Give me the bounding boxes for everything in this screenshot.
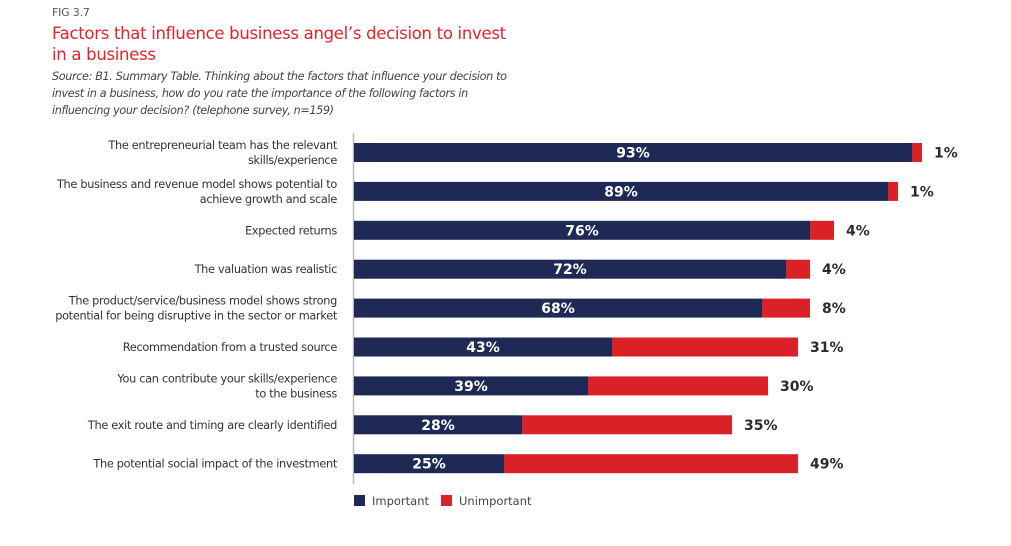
data-label-unimportant: 1%: [910, 184, 934, 200]
category-label: Recommendation from a trusted source: [123, 341, 338, 354]
chart-source-note: Source: B1. Summary Table. Thinking abou…: [52, 70, 507, 117]
data-label-unimportant: 8%: [822, 301, 846, 317]
bar-row: The exit route and timing are clearly id…: [87, 415, 778, 435]
category-label: The entrepreneurial team has the relevan…: [107, 139, 338, 167]
category-label: The exit route and timing are clearly id…: [87, 419, 337, 432]
category-label: You can contribute your skills/experienc…: [116, 372, 337, 400]
bar-important: [354, 181, 888, 201]
category-label-line: to the business: [255, 387, 337, 400]
category-label: The valuation was realistic: [194, 263, 338, 276]
data-label-unimportant: 30%: [780, 379, 814, 395]
data-label-important: 72%: [553, 262, 587, 278]
category-label-line: The business and revenue model shows pot…: [56, 178, 337, 191]
category-label: The product/service/business model shows…: [55, 295, 338, 323]
bar-row: You can contribute your skills/experienc…: [116, 372, 813, 400]
category-label-line: Expected returns: [245, 224, 337, 237]
bar-unimportant: [762, 298, 810, 318]
legend-swatch-unimportant: [441, 495, 452, 506]
bars-group: The entrepreneurial team has the relevan…: [55, 139, 958, 474]
bar-unimportant: [912, 143, 922, 162]
bar-unimportant: [786, 259, 810, 279]
legend-label-unimportant: Unimportant: [459, 494, 532, 508]
bar-row: The potential social impact of the inves…: [92, 454, 844, 474]
data-label-important: 89%: [604, 184, 638, 200]
bar-unimportant: [612, 337, 798, 357]
category-label-line: The valuation was realistic: [194, 263, 338, 276]
bar-important: [354, 454, 504, 474]
data-label-important: 28%: [421, 418, 455, 434]
category-label: The potential social impact of the inves…: [92, 458, 337, 471]
bar-important: [354, 298, 762, 318]
bar-important: [354, 259, 786, 279]
category-label: The business and revenue model shows pot…: [56, 178, 337, 206]
bar-unimportant: [504, 454, 798, 474]
bar-important: [354, 220, 810, 240]
category-label-line: The potential social impact of the inves…: [92, 458, 337, 471]
data-label-important: 93%: [616, 146, 650, 162]
legend-swatch-important: [354, 495, 365, 506]
chart-title: Factors that influence business angel’s …: [52, 24, 506, 64]
data-label-important: 39%: [454, 379, 488, 395]
category-label: Expected returns: [245, 224, 337, 237]
data-label-important: 68%: [541, 301, 575, 317]
data-label-important: 43%: [466, 340, 500, 356]
bar-row: The product/service/business model shows…: [55, 295, 846, 323]
bar-row: Recommendation from a trusted source 43% 3…: [123, 337, 844, 357]
data-label-unimportant: 1%: [934, 146, 958, 162]
figure-number: FIG 3.7: [52, 6, 90, 19]
bar-row: Expected returns 76% 4%: [245, 220, 870, 240]
bar-important: [354, 415, 522, 435]
data-label-important: 25%: [412, 457, 446, 473]
bar-important: [354, 337, 612, 357]
category-label-line: achieve growth and scale: [200, 193, 338, 206]
data-label-unimportant: 4%: [822, 262, 846, 278]
category-label-line: Recommendation from a trusted source: [123, 341, 338, 354]
bar-row: The entrepreneurial team has the relevan…: [107, 139, 957, 167]
category-label-line: The exit route and timing are clearly id…: [87, 419, 337, 432]
category-label-line: The product/service/business model shows…: [68, 295, 337, 308]
bar-important: [354, 376, 588, 396]
bar-row: The business and revenue model shows pot…: [56, 178, 934, 206]
data-label-unimportant: 49%: [810, 457, 844, 473]
data-label-important: 76%: [565, 223, 599, 239]
bar-unimportant: [810, 220, 834, 240]
data-label-unimportant: 31%: [810, 340, 844, 356]
category-label-line: You can contribute your skills/experienc…: [116, 372, 337, 385]
category-label-line: potential for being disruptive in the se…: [55, 310, 338, 323]
data-label-unimportant: 4%: [846, 223, 870, 239]
legend-label-important: Important: [372, 494, 430, 508]
category-label-line: The entrepreneurial team has the relevan…: [107, 139, 338, 152]
category-label-line: skills/experience: [248, 154, 337, 167]
bar-unimportant: [588, 376, 768, 396]
data-label-unimportant: 35%: [744, 418, 778, 434]
bar-unimportant: [522, 415, 732, 435]
legend: Important Unimportant: [354, 494, 532, 508]
bar-row: The valuation was realistic 72% 4%: [194, 259, 846, 279]
bar-important: [354, 143, 912, 162]
bar-unimportant: [888, 181, 898, 201]
